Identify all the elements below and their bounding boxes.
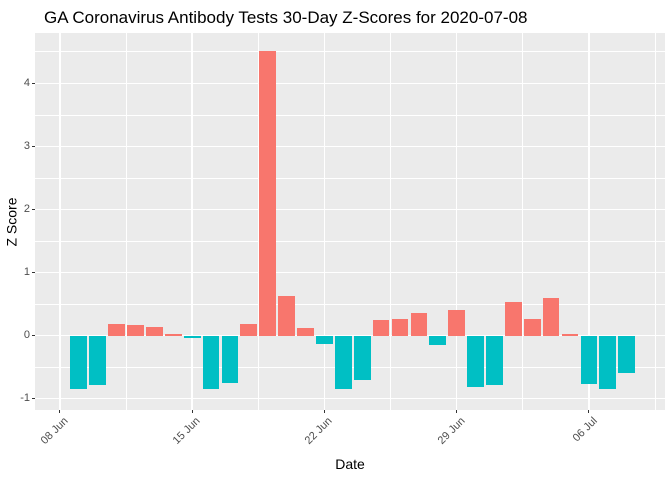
zscore-bar — [580, 335, 598, 385]
x-tick-label: 06 Jul — [570, 415, 600, 445]
x-tick-mark — [588, 410, 590, 413]
zscore-bar — [89, 335, 107, 385]
zscore-bar — [599, 335, 617, 390]
zscore-bar — [486, 335, 503, 385]
y-tick-mark — [32, 272, 35, 274]
zscore-bar — [259, 50, 277, 336]
x-tick-mark — [59, 410, 61, 413]
x-minor-gridline — [257, 33, 259, 410]
zscore-bar — [523, 318, 541, 336]
zscore-bar — [504, 302, 522, 336]
y-major-gridline — [35, 271, 665, 274]
y-tick-label: 0 — [23, 329, 30, 342]
zscore-bar — [70, 335, 88, 390]
zscore-bar — [618, 335, 636, 374]
y-tick-mark — [32, 398, 35, 400]
x-major-gridline — [588, 33, 590, 410]
y-tick-mark — [32, 209, 35, 210]
zscore-bar — [164, 333, 182, 336]
y-tick-mark — [32, 146, 35, 147]
zscore-bar — [108, 323, 125, 336]
zscore-bar — [429, 335, 447, 346]
chart-title: GA Coronavirus Antibody Tests 30-Day Z-S… — [44, 8, 528, 27]
zscore-bar — [542, 298, 560, 336]
y-tick-label: 4 — [23, 76, 30, 89]
x-major-gridline — [455, 33, 458, 410]
y-minor-gridline — [35, 114, 665, 116]
x-tick-mark — [191, 410, 193, 413]
y-tick-label: -1 — [20, 392, 30, 405]
y-major-gridline — [35, 82, 665, 85]
x-tick-label: 29 Jun — [435, 415, 468, 447]
y-tick-mark — [32, 335, 35, 337]
zscore-bar — [561, 333, 579, 336]
zscore-bar — [146, 326, 163, 336]
zscore-bar — [297, 328, 314, 336]
y-tick-label: 3 — [23, 140, 30, 152]
y-major-gridline — [35, 397, 665, 400]
x-major-gridline — [191, 33, 193, 410]
zscore-bar — [202, 335, 220, 389]
zscore-bar — [316, 335, 333, 344]
y-minor-gridline — [35, 303, 665, 305]
x-tick-label: 08 Jun — [38, 415, 71, 447]
zscore-bar — [240, 323, 258, 336]
x-minor-gridline — [125, 33, 127, 410]
x-major-gridline — [323, 33, 326, 410]
y-tick-label: 1 — [23, 266, 30, 279]
y-minor-gridline — [35, 240, 665, 242]
x-minor-gridline — [522, 33, 524, 410]
x-minor-gridline — [390, 33, 391, 410]
zscore-bar — [221, 335, 239, 384]
x-tick-mark — [323, 410, 325, 413]
x-major-gridline — [59, 33, 61, 410]
zscore-bar — [467, 335, 484, 388]
zscore-bar — [278, 295, 295, 336]
x-minor-gridline — [654, 33, 656, 410]
x-tick-label: 22 Jun — [303, 415, 335, 447]
y-minor-gridline — [35, 51, 665, 53]
zscore-bar — [448, 310, 465, 336]
x-tick-label: 15 Jun — [170, 415, 203, 447]
zscore-bar — [353, 335, 371, 381]
y-minor-gridline — [35, 177, 665, 179]
plot-panel — [35, 33, 665, 410]
zscore-bar — [127, 324, 144, 336]
zscore-bar — [391, 319, 409, 336]
y-major-gridline — [35, 145, 665, 148]
y-major-gridline — [35, 208, 665, 211]
zscore-bar — [410, 312, 428, 336]
zscore-bar — [334, 335, 352, 389]
zscore-bar — [183, 335, 201, 339]
x-tick-mark — [456, 410, 458, 413]
y-tick-mark — [32, 82, 35, 84]
x-axis-title: Date — [335, 456, 365, 472]
zscore-bar — [372, 319, 390, 336]
y-tick-label: 2 — [23, 203, 30, 215]
